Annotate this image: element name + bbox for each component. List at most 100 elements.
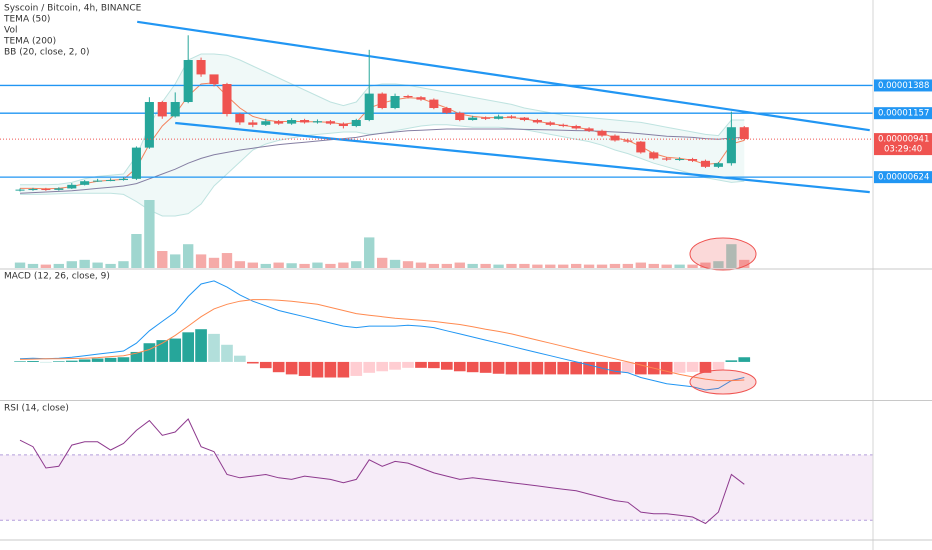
candle-body (248, 122, 258, 125)
macd-histogram-bar (609, 361, 621, 375)
candle-body (196, 60, 206, 75)
volume-bar (519, 263, 530, 268)
candle-body (649, 152, 659, 159)
candle-body (183, 60, 193, 103)
macd-histogram-bar (195, 329, 207, 362)
price-axis-background (873, 0, 932, 550)
candle-body (287, 120, 297, 124)
volume-bar (286, 263, 297, 268)
volume-bar (144, 200, 155, 268)
macd-histogram-bar (415, 361, 427, 368)
volume-bar (493, 264, 504, 268)
macd-histogram-bar (634, 361, 647, 375)
macd-histogram-bar (52, 361, 65, 362)
candle-body (54, 188, 64, 190)
candle-body (377, 93, 387, 109)
macd-histogram-bar (583, 361, 595, 375)
volume-bar (299, 263, 310, 268)
candle-body (41, 189, 51, 191)
macd-histogram-bar (91, 358, 104, 362)
volume-bar (700, 262, 711, 268)
volume-bar (234, 261, 246, 268)
candle-body (532, 120, 542, 123)
macd-histogram-bar (479, 361, 492, 373)
volume-bar (687, 264, 698, 268)
volume-bar (195, 254, 207, 268)
volume-bar (170, 254, 181, 268)
candle-body (610, 135, 620, 141)
trendline (137, 20, 870, 132)
macd-histogram-bar (65, 360, 78, 362)
level-label-box (874, 107, 932, 120)
volume-bar (66, 261, 77, 268)
candle-body (300, 120, 310, 123)
candle-body (636, 141, 646, 153)
candle-body (261, 121, 271, 125)
volume-bar (118, 261, 129, 268)
macd-histogram-bar (337, 361, 350, 378)
pane-title: MACD (12, 26, close, 9) (4, 272, 110, 282)
volume-bar (467, 263, 478, 268)
macd-histogram-bar (531, 361, 544, 375)
candle-body (558, 124, 568, 127)
volume-bar (325, 263, 336, 268)
volume-bar (182, 244, 194, 268)
macd-histogram-bar (505, 361, 518, 375)
volume-bar (389, 259, 401, 268)
volume-bar (609, 263, 621, 268)
candle-body (131, 147, 141, 179)
candle-body (739, 127, 749, 140)
candle-body (274, 121, 284, 124)
level-label: 0.00001388 (878, 81, 929, 91)
volume-bar (351, 261, 362, 268)
candle-body (726, 127, 736, 164)
level-label-box (874, 171, 932, 184)
candle-body (481, 117, 491, 119)
candle-body (325, 121, 335, 124)
macd-histogram-bar (27, 360, 39, 362)
macd-histogram-bar (660, 361, 673, 375)
volume-bar (648, 263, 659, 268)
candle-body (688, 159, 698, 161)
macd-line (19, 280, 745, 391)
macd-histogram-bar (622, 361, 634, 373)
macd-histogram-bar (725, 360, 738, 362)
macd-histogram-bar (169, 338, 182, 362)
candle-body (118, 178, 128, 181)
volume-bar (570, 263, 582, 268)
volume-bar (273, 262, 284, 268)
volume-bar (583, 264, 595, 268)
candle-body (416, 97, 426, 100)
volume-bar (131, 234, 142, 268)
chart-title: Syscoin / Bitcoin, 4h, BINANCE (4, 4, 142, 14)
volume-bar (338, 262, 349, 268)
candle-body (623, 140, 633, 142)
volume-bar (208, 257, 220, 268)
macd-histogram-bar (324, 361, 337, 378)
candle-body (351, 120, 361, 127)
volume-bar (558, 264, 569, 268)
macd-histogram-bar (402, 361, 414, 368)
macd-histogram-bar (570, 361, 583, 375)
macd-histogram-bar (14, 361, 26, 362)
countdown: 03:29:40 (884, 145, 922, 155)
candle-body (675, 159, 685, 161)
candle-body (67, 184, 77, 189)
candle-body (222, 84, 232, 115)
macd-histogram-bar (738, 357, 751, 362)
candle-body (584, 128, 594, 131)
macd-histogram-bar (156, 340, 169, 362)
volume-bar (40, 264, 52, 268)
macd-histogram-bar (130, 351, 143, 362)
rsi-band (0, 454, 873, 521)
macd-histogram-bar (285, 361, 298, 375)
candle-body (455, 112, 465, 121)
candle-body (80, 181, 90, 185)
macd-histogram-bar (78, 359, 91, 362)
candle-body (597, 130, 607, 136)
candle-body (390, 96, 400, 109)
volume-bar (726, 244, 737, 268)
volume-bar (674, 264, 685, 268)
volume-bar (27, 263, 39, 268)
